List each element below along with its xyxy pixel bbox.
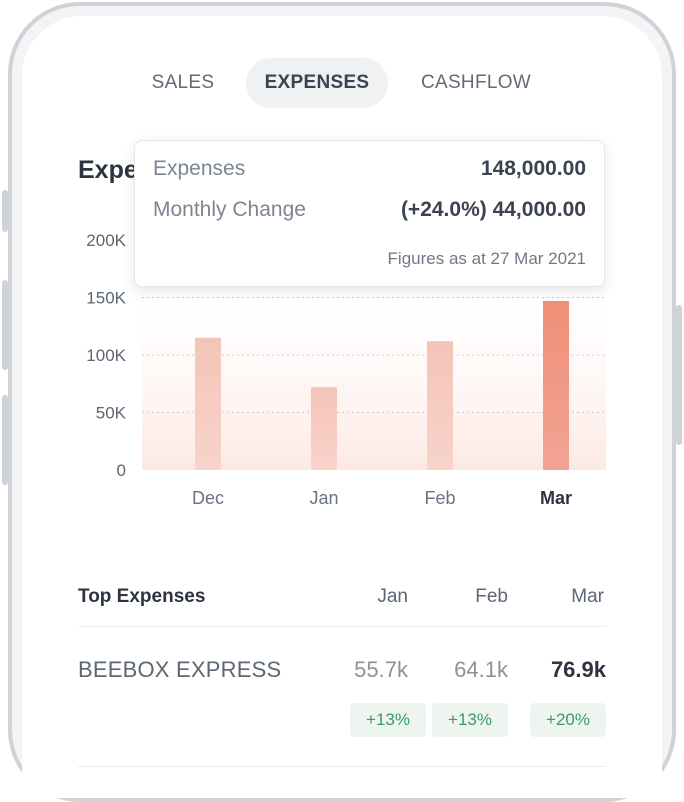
y-tick-label: 200K <box>86 231 126 250</box>
table-header-name: Top Expenses <box>78 586 206 607</box>
tooltip-monthly-change-value: (+24.0%) 44,000.00 <box>400 198 586 221</box>
change-badge-jan: +13% <box>350 703 426 737</box>
bar-mar[interactable] <box>543 300 569 470</box>
tooltip-footnote: Figures as at 27 Mar 2021 <box>387 249 586 268</box>
y-tick-label: 100K <box>86 346 126 365</box>
tab-sales[interactable]: SALES <box>151 72 215 93</box>
chart-x-axis: Dec Jan Feb Mar <box>192 488 572 508</box>
table-header-feb: Feb <box>475 586 508 607</box>
bar-feb[interactable] <box>427 341 453 470</box>
tooltip-expenses-label: Expenses <box>153 157 246 180</box>
table-row[interactable]: BEEBOX EXPRESS 55.7k 64.1k 76.9k +13% +1… <box>78 627 606 767</box>
chart-y-axis: 0 50K 100K 150K 200K <box>86 231 126 480</box>
bar-dec[interactable] <box>195 337 221 470</box>
expenses-bar-chart: 0 50K 100K 150K 200K Dec Jan Feb Mar <box>86 231 606 508</box>
bar-jan[interactable] <box>311 387 337 470</box>
phone-volume-down-button <box>2 395 8 485</box>
y-tick-label: 150K <box>86 289 126 308</box>
table-divider <box>78 766 606 767</box>
phone-power-button <box>676 305 682 445</box>
chart-bars <box>195 300 569 470</box>
table-header-jan: Jan <box>377 586 408 607</box>
x-tick-label-jan: Jan <box>309 488 338 508</box>
expense-value-jan: 55.7k <box>354 657 408 682</box>
x-tick-label-mar: Mar <box>540 488 572 508</box>
tab-expenses[interactable]: EXPENSES <box>246 58 388 108</box>
table-header: Top Expenses Jan Feb Mar <box>78 580 606 627</box>
phone-volume-up-button <box>2 280 8 370</box>
tab-cashflow[interactable]: CASHFLOW <box>420 72 532 93</box>
expense-value-feb: 64.1k <box>454 657 508 682</box>
x-tick-label-dec: Dec <box>192 488 224 508</box>
change-badge-feb: +13% <box>432 703 508 737</box>
chart-gridlines <box>142 297 606 413</box>
expense-value-mar: 76.9k <box>550 657 606 682</box>
top-expenses-table: Top Expenses Jan Feb Mar BEEBOX EXPRESS … <box>78 580 606 767</box>
change-badge-mar: +20% <box>530 703 606 737</box>
tab-bar: SALES EXPENSES CASHFLOW <box>0 58 684 108</box>
tooltip-expenses-value: 148,000.00 <box>480 157 586 180</box>
phone-side-button <box>2 190 8 232</box>
y-tick-label: 50K <box>96 404 127 423</box>
x-tick-label-feb: Feb <box>424 488 455 508</box>
tooltip-monthly-change-label: Monthly Change <box>153 198 306 221</box>
table-header-mar: Mar <box>571 586 604 607</box>
expense-name: BEEBOX EXPRESS <box>78 657 282 682</box>
chart-tooltip: Expenses 148,000.00 Monthly Change (+24.… <box>134 140 605 287</box>
y-tick-label: 0 <box>117 461 126 480</box>
